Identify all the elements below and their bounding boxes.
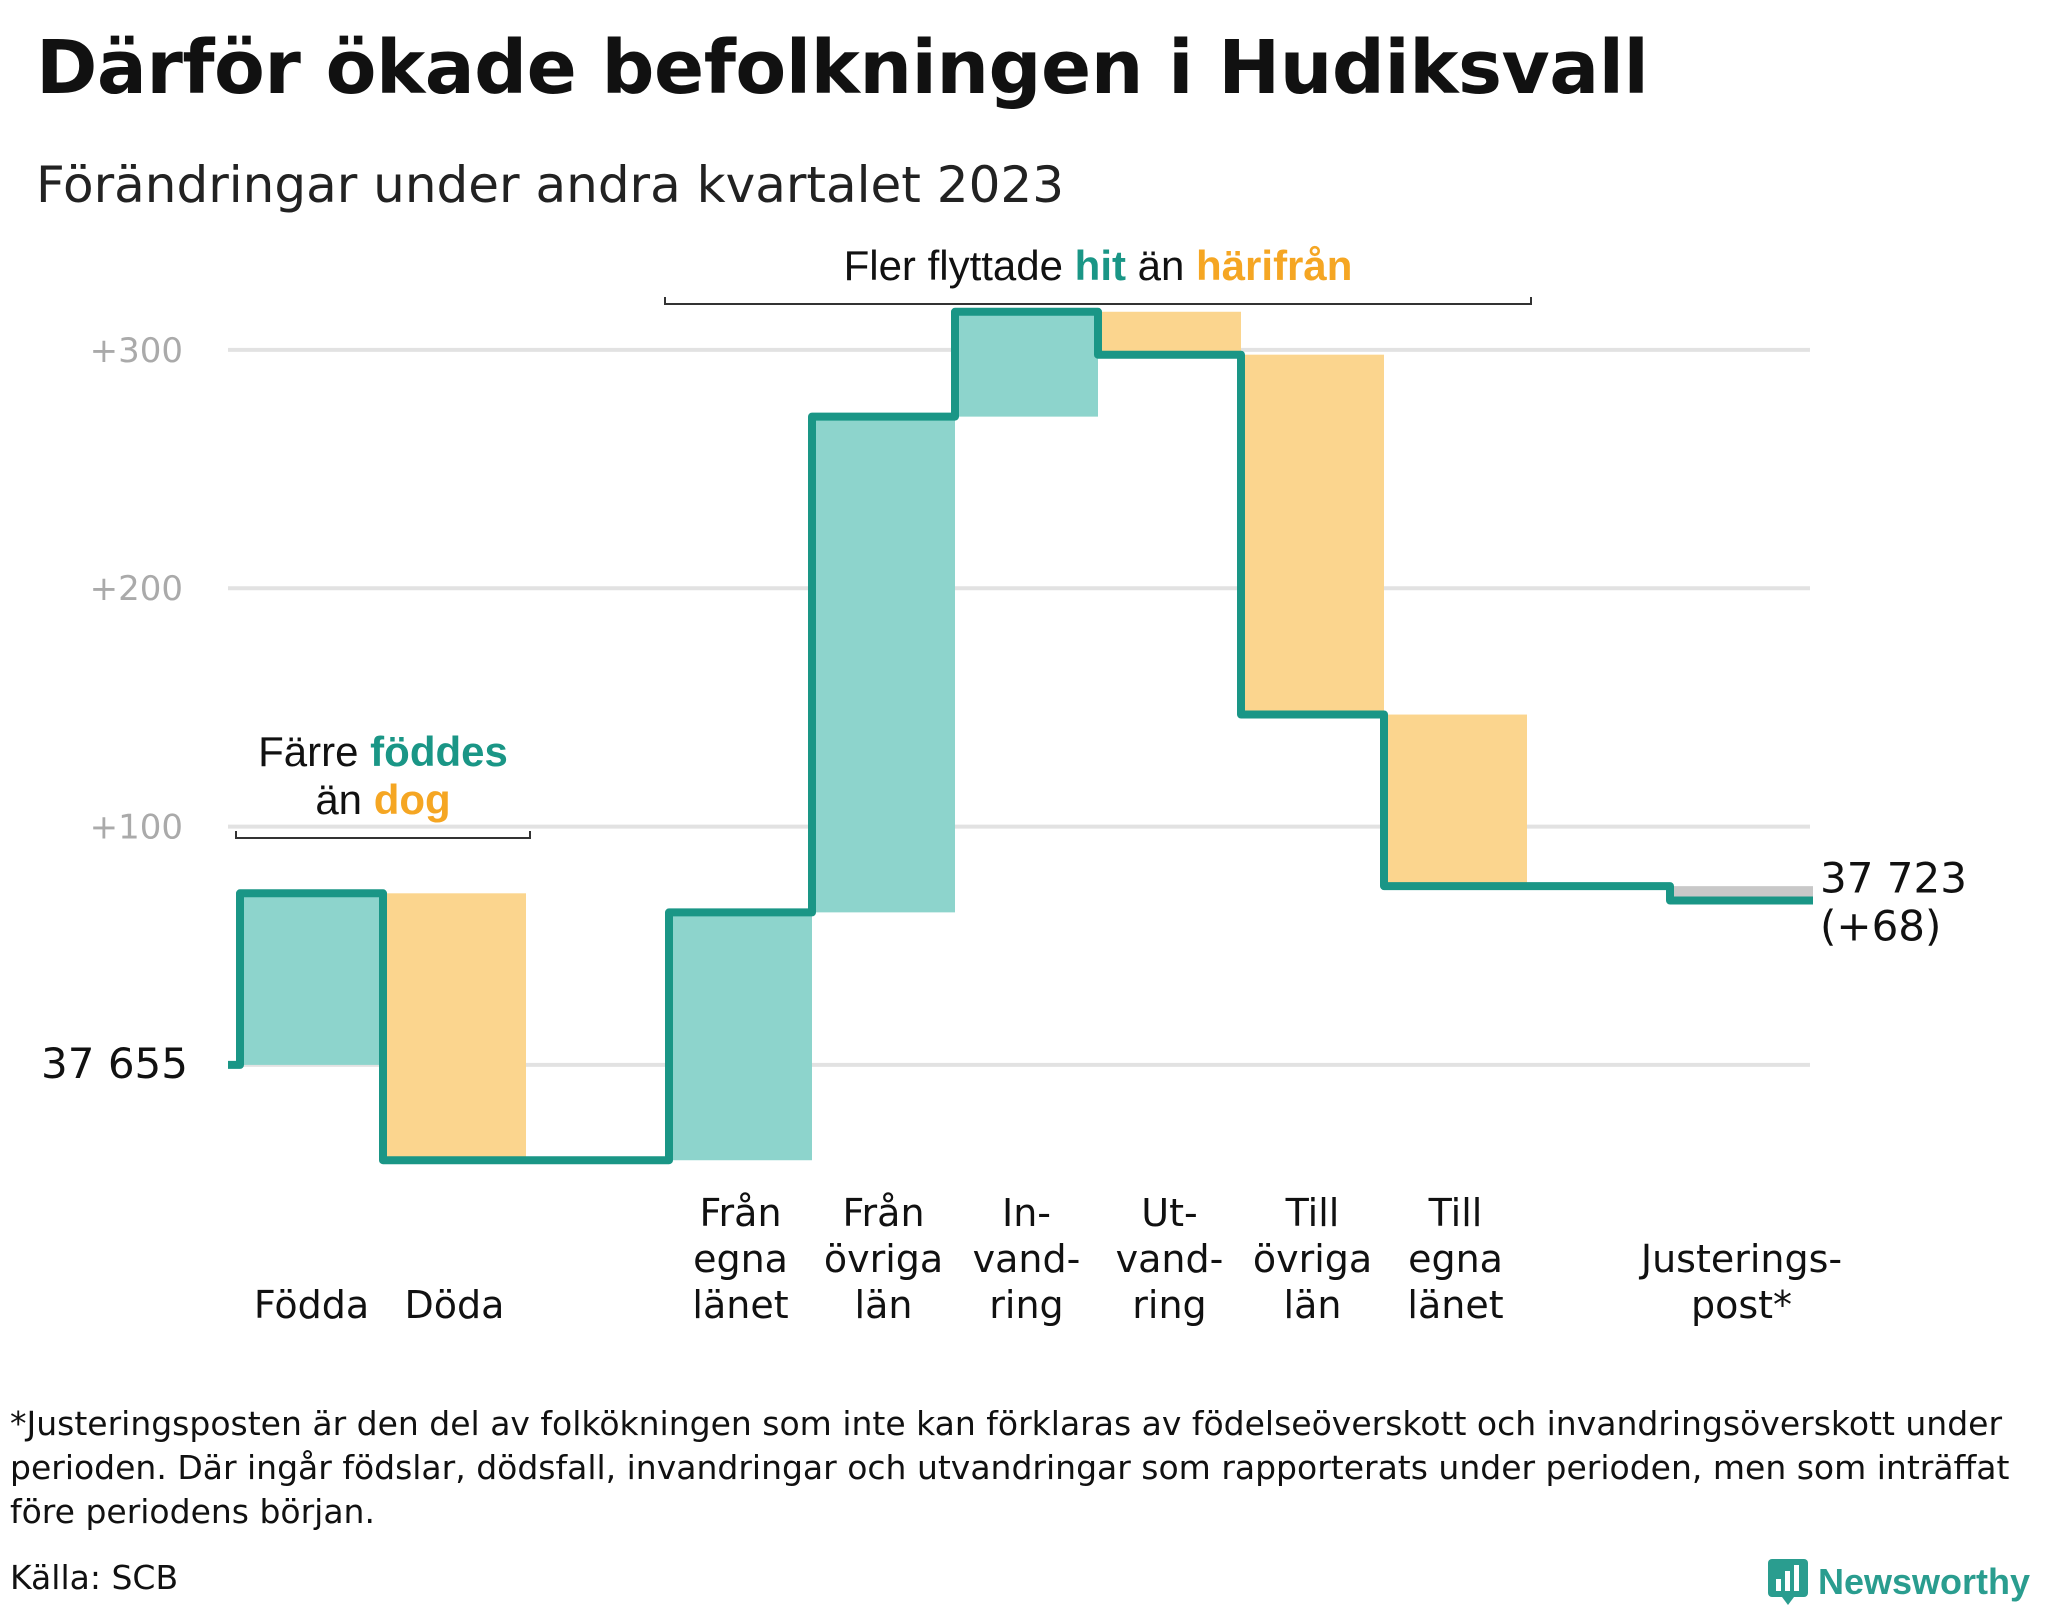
chart-title: Därför ökade befolkningen i Hudiksvall [36, 25, 1649, 111]
annotation-text: än dog [315, 776, 450, 823]
annotation-text: Färre föddes [258, 728, 508, 775]
waterfall-chart: +100 +200 +300 37 655 Födda Döda Från egna länet… [41, 242, 1967, 1327]
category-label: Ut-vand-ring [1116, 1191, 1224, 1327]
chart-subtitle: Förändringar under andra kvartalet 2023 [36, 156, 1065, 214]
waterfall-bar [669, 912, 812, 1161]
brand-logo: Newsworthy [1768, 1556, 2030, 1608]
category-label: Från övriga län [824, 1191, 943, 1327]
category-label: Födda [254, 1283, 369, 1327]
cumulative-line [228, 307, 1813, 1165]
category-label: Till övriga län [1253, 1191, 1372, 1327]
waterfall-bar [1098, 311, 1241, 355]
source-credit: Källa: SCB [10, 1558, 179, 1597]
end-value-label: 37 723 [1820, 853, 1967, 902]
label-layer: +100 +200 +300 37 655 Födda Döda Från egna länet… [41, 331, 1967, 1327]
brand-name: Newsworthy [1818, 1561, 2031, 1602]
waterfall-bar [812, 416, 955, 913]
y-tick-label: +200 [90, 569, 183, 609]
waterfall-bar [955, 311, 1098, 417]
line-layer [228, 307, 1813, 1165]
newsworthy-bar-chart-icon [1768, 1559, 1808, 1605]
bar-layer [240, 311, 1813, 1161]
y-tick-label: +300 [90, 331, 183, 371]
waterfall-bar [383, 893, 526, 1161]
waterfall-bar [1241, 354, 1384, 715]
annotation-bracket [235, 831, 531, 839]
category-label: Döda [405, 1283, 505, 1327]
category-label: In-vand-ring [973, 1191, 1081, 1327]
category-label: Från egna länet [692, 1191, 788, 1327]
annotation-bracket [664, 297, 1532, 305]
end-change-label: (+68) [1820, 901, 1941, 950]
waterfall-bar [1384, 714, 1527, 887]
category-label: Till egna länet [1407, 1191, 1503, 1327]
annotation-text: Fler flyttade hit än härifrån [844, 242, 1353, 289]
waterfall-bar [240, 893, 383, 1065]
y-tick-label: +100 [90, 808, 183, 848]
footnote: *Justeringsposten är den del av folkökni… [10, 1404, 2010, 1531]
category-label: Justerings-post* [1639, 1237, 1842, 1327]
start-value-label: 37 655 [41, 1039, 188, 1088]
